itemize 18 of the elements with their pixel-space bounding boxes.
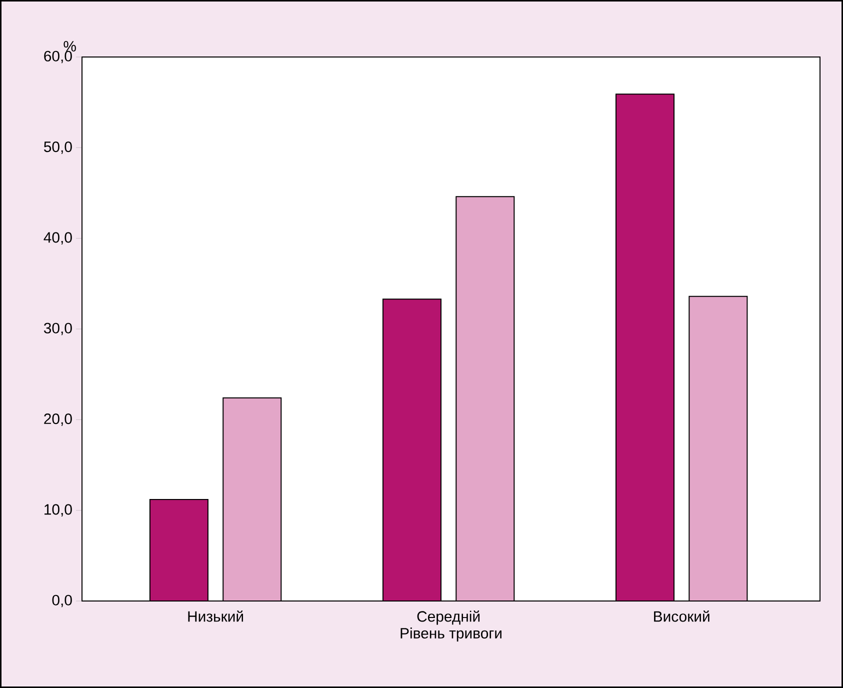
- bar: [222, 397, 282, 601]
- y-tick-label: 40,0: [44, 232, 72, 244]
- y-tick-label: 50,0: [44, 141, 72, 154]
- bar: [456, 196, 515, 601]
- y-tick-label: 20,0: [44, 413, 72, 426]
- x-tick-label: Низький: [188, 610, 244, 622]
- bar: [149, 498, 208, 601]
- x-axis-title: Рівень тривоги: [400, 628, 502, 642]
- x-tick-label: Високий: [654, 610, 710, 622]
- y-tick-label: 60,0: [44, 50, 72, 64]
- y-tick-label: 30,0: [44, 322, 72, 336]
- bar: [688, 296, 748, 601]
- y-tick-label: 0,0: [52, 594, 72, 608]
- x-tick-label: Середній: [417, 610, 480, 625]
- bar: [382, 298, 442, 601]
- y-tick-label: 10,0: [44, 504, 72, 516]
- y-axis-title: %: [64, 41, 76, 52]
- bar: [615, 94, 675, 601]
